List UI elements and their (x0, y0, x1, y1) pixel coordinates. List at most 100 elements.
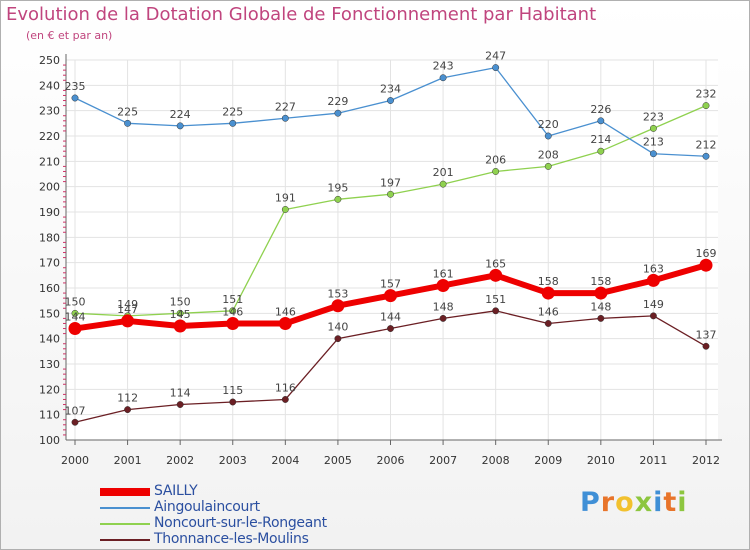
chart-title: Evolution de la Dotation Globale de Fonc… (6, 4, 597, 25)
data-point-thonnance-les-moulins (597, 314, 605, 322)
data-label: 158 (538, 275, 559, 288)
x-tick-label: 2007 (429, 454, 457, 467)
x-tick-label: 2012 (692, 454, 720, 467)
y-tick-label: 170 (39, 257, 60, 270)
logo-letter: t (663, 487, 678, 518)
data-point-thonnance-les-moulins (492, 307, 500, 315)
data-point-sailly (226, 316, 240, 330)
data-point-aingoulaincourt (649, 150, 657, 158)
data-label: 144 (65, 311, 86, 324)
legend-swatch-thonnance (100, 539, 150, 541)
data-label: 148 (433, 300, 454, 313)
data-label: 212 (696, 138, 717, 151)
data-label: 150 (65, 295, 86, 308)
y-tick-label: 210 (39, 155, 60, 168)
data-point-aingoulaincourt (71, 94, 79, 102)
data-point-sailly (173, 319, 187, 333)
logo-letter: r (600, 487, 616, 518)
data-label: 144 (380, 311, 401, 324)
data-label: 223 (643, 110, 664, 123)
legend-swatch-noncourt (100, 523, 150, 525)
data-point-aingoulaincourt (492, 64, 500, 72)
data-label: 157 (380, 278, 401, 291)
legend-label-sailly: SAILLY (154, 483, 198, 499)
y-tick-label: 220 (39, 130, 60, 143)
data-label: 151 (222, 293, 243, 306)
data-point-noncourt-sur-le-rongeant (71, 309, 79, 317)
y-tick-label: 250 (39, 54, 60, 67)
data-label: 234 (380, 83, 401, 96)
y-tick-label: 230 (39, 105, 60, 118)
data-point-aingoulaincourt (439, 74, 447, 82)
data-label: 149 (643, 298, 664, 311)
legend-label-aingoulaincourt: Aingoulaincourt (154, 499, 260, 515)
data-label: 146 (538, 305, 559, 318)
y-tick-label: 120 (39, 383, 60, 396)
x-tick-label: 2010 (587, 454, 615, 467)
line-chart: 100 110 120 130 140 150 160 170 180 190 200 210 220 2… (39, 50, 722, 467)
data-point-noncourt-sur-le-rongeant (334, 195, 342, 203)
data-label: 169 (696, 247, 717, 260)
data-point-thonnance-les-moulins (387, 325, 394, 332)
data-point-aingoulaincourt (229, 119, 237, 127)
data-label: 153 (327, 288, 348, 301)
y-tick-label: 110 (39, 409, 60, 422)
data-point-aingoulaincourt (334, 109, 342, 117)
plot-area (66, 60, 718, 440)
data-label: 163 (643, 262, 664, 275)
data-label: 197 (380, 176, 401, 189)
data-point-noncourt-sur-le-rongeant (229, 307, 237, 315)
data-label: 220 (538, 118, 559, 131)
data-point-sailly (594, 286, 608, 300)
data-point-thonnance-les-moulins (281, 396, 289, 403)
logo-letter: i (677, 487, 688, 518)
y-tick-label: 150 (39, 307, 60, 320)
data-point-aingoulaincourt (124, 119, 132, 127)
data-point-sailly (331, 299, 345, 313)
logo-letter: o (615, 487, 635, 518)
data-label: 161 (433, 267, 454, 280)
data-label: 149 (117, 298, 138, 311)
data-label: 247 (485, 50, 506, 63)
data-point-sailly (489, 268, 503, 282)
data-label: 226 (590, 103, 611, 116)
data-label: 191 (275, 191, 296, 204)
data-point-thonnance-les-moulins (229, 398, 237, 406)
data-label: 146 (222, 305, 243, 318)
data-label: 114 (170, 387, 191, 400)
data-label: 145 (170, 308, 191, 321)
logo-letter: x (634, 487, 654, 518)
proxiti-logo: Proxiti (580, 487, 688, 518)
data-label: 224 (170, 108, 191, 121)
data-point-sailly (384, 289, 397, 303)
data-point-sailly (278, 316, 292, 330)
data-point-thonnance-les-moulins (176, 401, 184, 408)
y-tick-label: 130 (39, 358, 60, 371)
y-tick-label: 100 (39, 434, 60, 447)
y-tick-label: 140 (39, 333, 60, 346)
data-point-noncourt-sur-le-rongeant (597, 147, 605, 155)
data-label: 227 (275, 100, 296, 113)
data-label: 208 (538, 148, 559, 161)
data-label: 158 (590, 275, 611, 288)
legend-label-thonnance: Thonnance-les-Moulins (154, 531, 309, 547)
x-tick-label: 2005 (324, 454, 352, 467)
data-label: 115 (222, 384, 243, 397)
data-point-noncourt-sur-le-rongeant (649, 124, 657, 132)
data-point-noncourt-sur-le-rongeant (387, 190, 394, 198)
data-point-thonnance-les-moulins (334, 335, 342, 343)
x-tick-label: 2009 (534, 454, 562, 467)
data-label: 148 (590, 300, 611, 313)
x-tick-label: 2006 (377, 454, 405, 467)
data-point-sailly (68, 322, 82, 336)
data-point-sailly (699, 258, 713, 272)
x-tick-label: 2000 (61, 454, 89, 467)
data-point-thonnance-les-moulins (124, 406, 132, 414)
logo-letter: P (580, 487, 601, 518)
x-tick-label: 2011 (639, 454, 667, 467)
chart-subtitle: (en € et par an) (26, 29, 113, 42)
data-label: 151 (485, 293, 506, 306)
data-label: 201 (433, 166, 454, 179)
data-point-sailly (541, 286, 555, 300)
data-point-thonnance-les-moulins (71, 418, 79, 426)
